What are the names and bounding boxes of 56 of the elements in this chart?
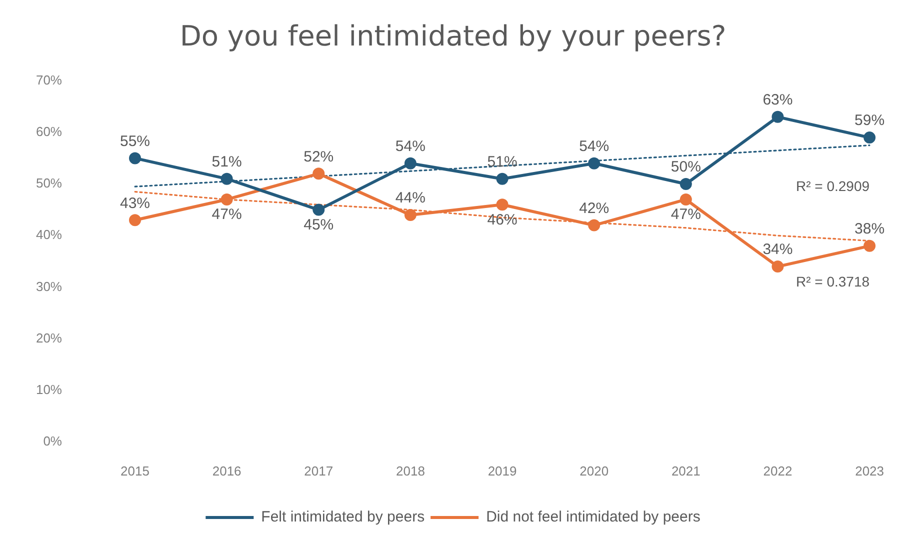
point (680, 193, 692, 206)
data-label: 54% (395, 138, 426, 155)
data-label: 47% (670, 206, 701, 224)
point (588, 219, 600, 232)
y-tick-label: 70% (36, 72, 62, 88)
data-label: 38% (854, 220, 885, 238)
point (772, 110, 784, 123)
x-tick-label: 2016 (212, 463, 242, 478)
y-tick-label: 50% (36, 176, 62, 191)
y-tick-label: 60% (36, 124, 62, 139)
data-label: 50% (670, 158, 701, 176)
legend-label: Did not feel intimidated by peers (486, 508, 700, 526)
x-tick-label: 2022 (763, 463, 792, 478)
data-label: 54% (579, 138, 610, 155)
x-tick-label: 2018 (396, 463, 425, 478)
point (220, 172, 233, 185)
point (312, 204, 325, 216)
y-tick-label: 20% (36, 330, 62, 346)
point (496, 198, 508, 211)
point (864, 240, 876, 252)
point (772, 260, 784, 273)
point (680, 178, 692, 190)
point (864, 132, 876, 144)
chart-title: Do you feel intimidated by your peers? (180, 19, 726, 52)
x-tick-label: 2021 (671, 463, 700, 478)
data-label: 45% (304, 216, 334, 234)
data-label: 52% (304, 148, 334, 166)
point (220, 193, 233, 206)
x-tick-label: 2017 (304, 463, 334, 478)
y-tick-label: 40% (36, 227, 62, 242)
data-label: 51% (212, 153, 242, 170)
data-label: 63% (762, 92, 793, 109)
data-label: 55% (120, 132, 150, 150)
data-label: 44% (395, 190, 426, 207)
point (129, 214, 141, 226)
data-label: 42% (579, 200, 610, 217)
point (404, 208, 416, 221)
annotation: R² = 0.2909 (796, 178, 870, 194)
point (129, 152, 141, 164)
data-label: 43% (120, 194, 150, 212)
data-label: 34% (762, 241, 793, 258)
data-label: 59% (854, 112, 885, 130)
legend-label: Felt intimidated by peers (261, 508, 425, 526)
point (404, 157, 416, 170)
point (496, 172, 508, 185)
y-tick-label: 10% (36, 382, 62, 397)
data-label: 47% (212, 206, 242, 224)
x-tick-label: 2020 (580, 463, 609, 478)
annotation: R² = 0.3718 (796, 274, 870, 290)
x-tick-label: 2015 (120, 463, 150, 478)
y-tick-label: 30% (36, 278, 62, 294)
point (312, 168, 325, 180)
point (588, 157, 600, 170)
x-tick-label: 2019 (488, 463, 517, 478)
y-tick-label: 0% (43, 434, 62, 449)
x-tick-label: 2023 (855, 463, 884, 478)
